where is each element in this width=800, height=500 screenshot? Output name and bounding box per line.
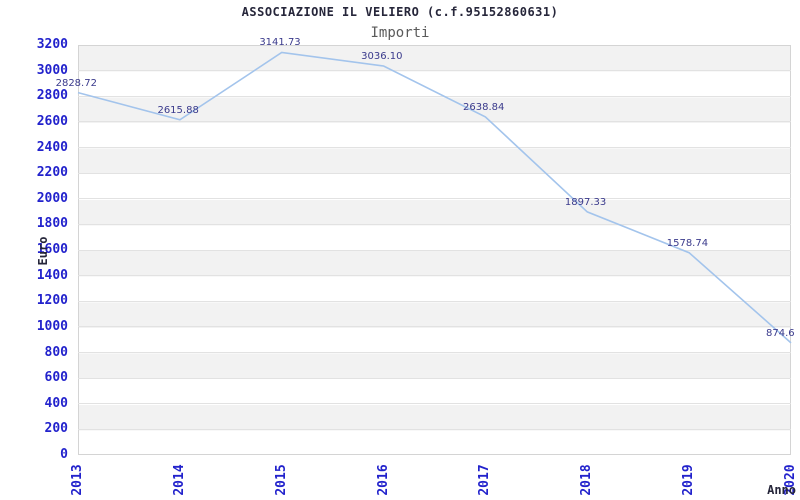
x-axis-title: Anno [767, 483, 796, 497]
y-tick-label: 1400 [36, 267, 68, 283]
y-tick-label: 0 [60, 447, 68, 462]
y-tick-label: 600 [44, 370, 68, 386]
y-tick-label: 400 [44, 395, 68, 411]
y-tick-label: 2000 [36, 190, 68, 206]
gridline [78, 70, 791, 72]
data-point-label: 2828.72 [55, 77, 97, 89]
x-tick-label: 2019 [681, 464, 697, 496]
data-point-label: 3141.73 [259, 37, 301, 49]
gridline [78, 198, 791, 200]
gridline [78, 326, 791, 328]
gridline [78, 223, 791, 225]
gridline [78, 300, 791, 302]
y-tick-label: 1800 [36, 216, 68, 232]
y-axis-title: Euro [36, 236, 50, 266]
gridline [78, 377, 791, 379]
gridline [78, 428, 791, 430]
y-tick-label: 1000 [36, 318, 68, 334]
gridline [78, 352, 791, 353]
y-tick-label: 1600 [36, 242, 68, 257]
chart-subtitle: Importi [370, 25, 430, 41]
y-tick-label: 2800 [36, 88, 68, 104]
y-tick-label: 3000 [36, 62, 68, 78]
gridline [78, 95, 791, 97]
chart-title: ASSOCIAZIONE IL VELIERO (c.f.95152860631… [241, 5, 559, 19]
gridline [78, 147, 791, 148]
y-tick-label: 200 [44, 421, 68, 437]
x-tick-label: 2016 [375, 464, 391, 496]
data-point-label: 3036.10 [361, 50, 403, 62]
gridline [78, 121, 791, 123]
x-tick-label: 2018 [579, 464, 595, 496]
y-tick-label: 2200 [36, 165, 68, 181]
x-tick-label: 2013 [70, 464, 85, 496]
data-point-label: 1578.74 [666, 237, 709, 249]
gridline [78, 275, 791, 277]
y-tick-label: 2400 [36, 139, 68, 155]
gridline [78, 172, 791, 174]
y-tick-label: 2600 [36, 113, 68, 129]
data-point-label: 2615.88 [157, 104, 199, 116]
x-tick-label: 2014 [171, 464, 187, 496]
x-tick-label: 2017 [477, 464, 493, 496]
y-tick-label: 1200 [36, 293, 68, 309]
data-point-label: 1897.33 [564, 196, 607, 208]
data-point-label: 874.6 [766, 327, 795, 339]
x-tick-label: 2015 [273, 464, 289, 496]
data-point-label: 2638.84 [463, 101, 505, 113]
gridline [78, 403, 791, 405]
y-tick-label: 3200 [36, 37, 68, 52]
y-tick-label: 800 [44, 344, 68, 360]
